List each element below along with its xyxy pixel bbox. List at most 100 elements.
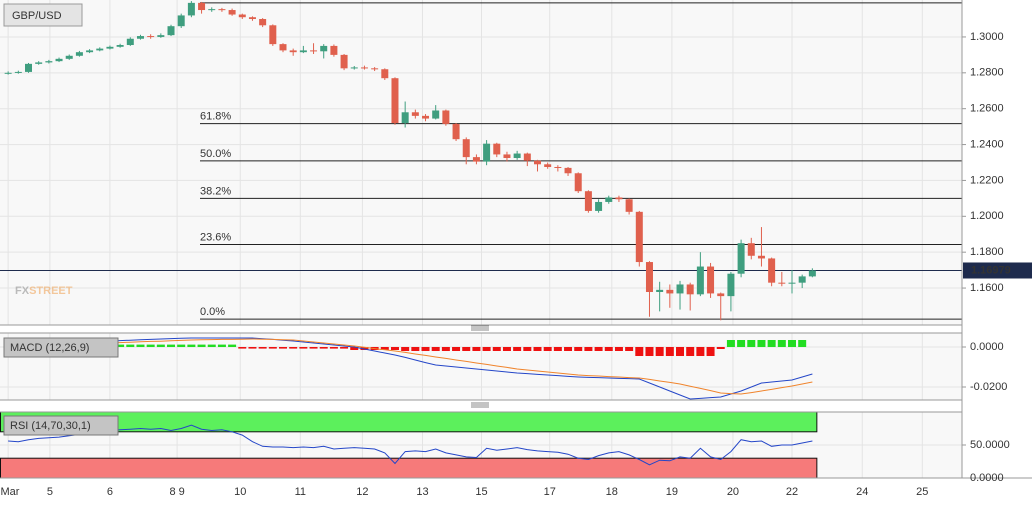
candle-body	[86, 50, 94, 53]
histogram-bar	[217, 344, 226, 347]
x-tick-label: 17	[544, 486, 556, 498]
candle-body	[625, 199, 633, 212]
histogram-bar	[309, 347, 318, 349]
candle-body	[136, 36, 144, 39]
histogram-bar	[289, 347, 298, 349]
candle-body	[279, 44, 287, 51]
histogram-bar	[340, 347, 349, 349]
panel-handle[interactable]	[471, 402, 489, 408]
candle-body	[442, 110, 450, 124]
candle-body	[35, 62, 43, 64]
candle-body	[177, 15, 185, 27]
panel-handle[interactable]	[471, 325, 489, 331]
rsi-title-box	[3, 415, 119, 436]
histogram-bar	[492, 347, 501, 351]
x-tick-label: 24	[856, 486, 868, 498]
candle-body	[584, 191, 592, 211]
candle-body	[360, 67, 368, 69]
candle-body	[381, 69, 389, 79]
candle-body	[411, 112, 419, 116]
histogram-bar	[472, 347, 481, 351]
histogram-bar	[177, 344, 186, 347]
y-tick-label: 0.0000	[970, 341, 1004, 353]
candle-body	[503, 154, 511, 159]
candle-body	[808, 270, 816, 277]
histogram-bar	[716, 347, 725, 349]
histogram-bar	[380, 347, 389, 350]
histogram-bar	[431, 347, 440, 351]
x-tick-label: 5	[47, 486, 53, 498]
candle-body	[106, 46, 114, 49]
candle-body	[259, 19, 267, 26]
histogram-bar	[126, 344, 135, 347]
histogram-bar	[299, 347, 308, 349]
candle-body	[116, 45, 124, 47]
candle-body	[422, 115, 430, 119]
candle-body	[757, 255, 765, 259]
candle-body	[778, 282, 786, 284]
candle-body	[462, 139, 470, 158]
candle-body	[747, 243, 755, 256]
candle-body	[157, 35, 165, 37]
x-tick-label: 6	[107, 486, 113, 498]
histogram-bar	[411, 347, 420, 351]
histogram-bar	[726, 340, 735, 347]
candle-body	[493, 143, 501, 155]
candle-body	[676, 284, 684, 294]
x-tick-label: 11	[295, 486, 306, 498]
histogram-bar	[614, 347, 623, 351]
candle-body	[248, 17, 256, 20]
histogram-bar	[462, 347, 471, 351]
watermark: FXSTREET	[15, 285, 73, 297]
candle-body	[615, 197, 623, 200]
histogram-bar	[655, 347, 664, 356]
rsi-title: RSI (14,70,30,1)	[10, 420, 91, 432]
histogram-bar	[268, 347, 277, 349]
oversold-band	[0, 457, 818, 479]
candle-body	[717, 293, 725, 297]
y-tick-label: 1.2000	[970, 210, 1004, 222]
histogram-bar	[553, 347, 562, 351]
histogram-bar	[167, 344, 176, 347]
candle-body	[696, 266, 704, 295]
candle-body	[768, 258, 776, 283]
candle-body	[513, 153, 521, 159]
histogram-bar	[421, 347, 430, 351]
symbol-label: GBP/USD	[12, 10, 62, 22]
x-tick-label: 12	[356, 486, 368, 498]
histogram-bar	[207, 344, 216, 347]
x-tick-label: 8 9	[169, 486, 184, 498]
candle-body	[4, 72, 12, 74]
histogram-bar	[625, 347, 634, 351]
signal-line	[8, 338, 813, 395]
candle-body	[238, 14, 246, 18]
histogram-bar	[258, 347, 267, 349]
histogram-bar	[757, 340, 766, 347]
fib-label: 38.2%	[200, 185, 231, 197]
last-price-label: 1.16979	[971, 264, 1011, 276]
symbol-box	[3, 3, 83, 27]
x-tick-label: 18	[606, 486, 618, 498]
macd-title: MACD (12,26,9)	[10, 342, 89, 354]
candle-body	[533, 160, 541, 165]
histogram-bar	[452, 347, 461, 351]
histogram-bar	[441, 347, 450, 351]
overbought-band	[0, 411, 818, 433]
last-price-box	[963, 262, 1032, 279]
candle-body	[391, 78, 399, 124]
candle-body	[299, 50, 307, 53]
histogram-bar	[319, 347, 328, 349]
fib-label: 100.0%	[200, 0, 238, 2]
x-tick-label: 20	[727, 486, 739, 498]
candle-body	[289, 50, 297, 53]
histogram-bar	[665, 347, 674, 356]
candle-body	[798, 276, 806, 283]
histogram-bar	[543, 347, 552, 351]
candle-body	[574, 173, 582, 192]
candle-body	[564, 167, 572, 174]
candle-body	[25, 63, 33, 72]
candle-body	[737, 243, 745, 274]
watermark-fx: FX	[15, 285, 30, 297]
candle-body	[65, 55, 73, 59]
fib-label: 0.0%	[200, 306, 225, 318]
